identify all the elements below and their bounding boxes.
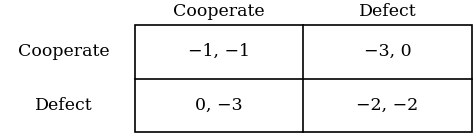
Text: Defect: Defect xyxy=(359,3,416,20)
Text: −1, −1: −1, −1 xyxy=(188,43,250,60)
Text: −2, −2: −2, −2 xyxy=(356,97,419,114)
Bar xyxy=(135,25,472,132)
Text: Cooperate: Cooperate xyxy=(18,43,110,60)
Text: −3, 0: −3, 0 xyxy=(364,43,411,60)
Text: 0, −3: 0, −3 xyxy=(195,97,243,114)
Text: Defect: Defect xyxy=(35,97,93,114)
Text: Cooperate: Cooperate xyxy=(173,3,265,20)
